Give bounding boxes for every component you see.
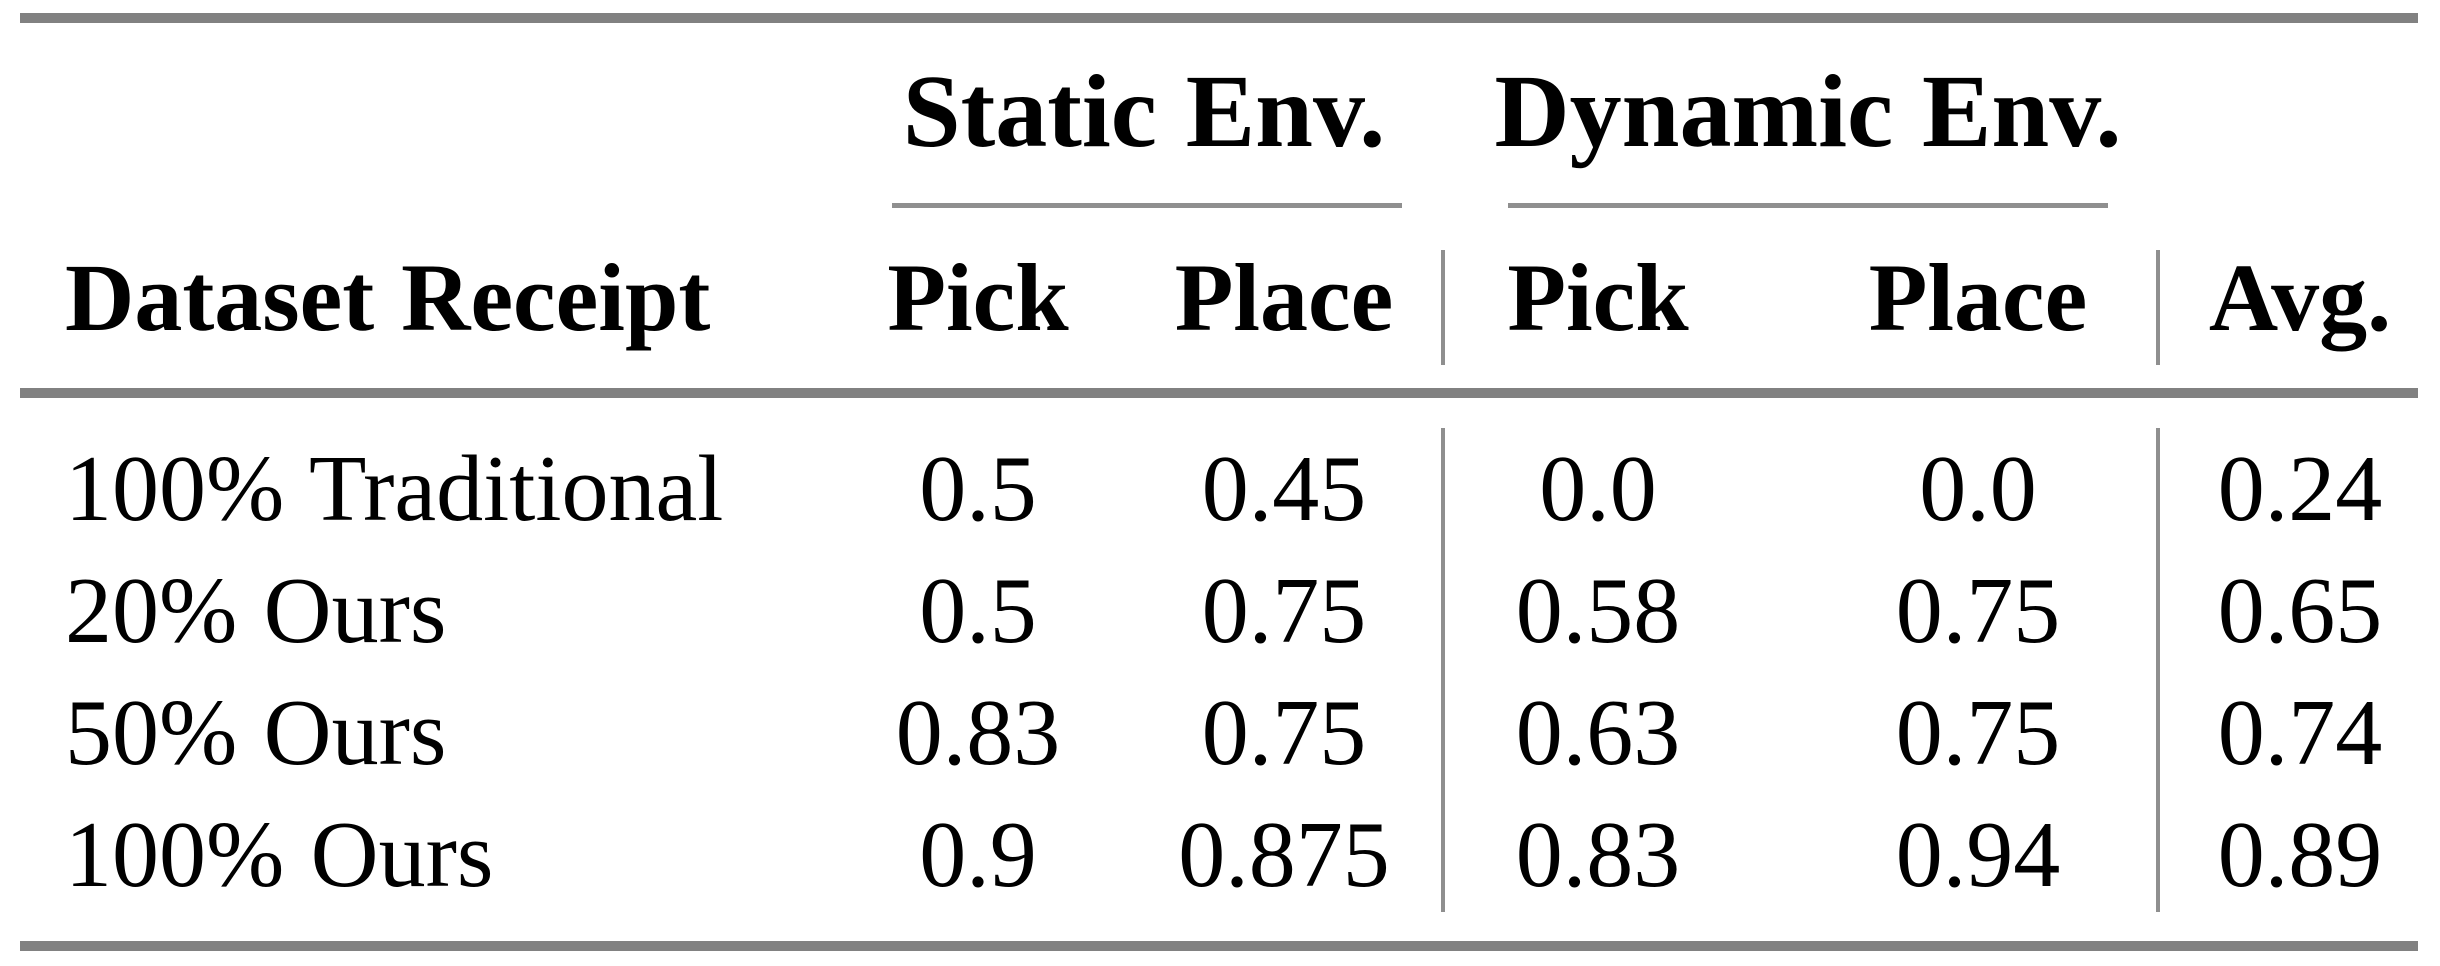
row-label-50-ours: 50% Ours — [65, 681, 447, 785]
column-header-dataset-receipt: Dataset Receipt — [65, 244, 711, 351]
row-label-100-ours: 100% Ours — [65, 803, 494, 907]
cell-r4-dynamic-place: 0.94 — [1895, 803, 2061, 907]
bottom-rule — [20, 941, 2418, 951]
cell-r1-static-pick: 0.5 — [919, 437, 1037, 541]
cell-r1-dynamic-pick: 0.0 — [1539, 437, 1657, 541]
cell-r2-dynamic-pick: 0.58 — [1515, 559, 1681, 663]
cell-r4-avg: 0.89 — [2217, 803, 2383, 907]
cell-r3-static-place: 0.75 — [1201, 681, 1367, 785]
column-header-static-place: Place — [1174, 244, 1394, 351]
cell-r2-avg: 0.65 — [2217, 559, 2383, 663]
vertical-separator-2-body — [2156, 428, 2160, 912]
cell-r4-static-pick: 0.9 — [919, 803, 1037, 907]
column-header-static-pick: Pick — [887, 244, 1069, 351]
static-env-cmidrule — [892, 203, 1402, 208]
column-header-avg: Avg. — [2208, 244, 2392, 351]
column-header-dynamic-pick: Pick — [1507, 244, 1689, 351]
group-header-dynamic-env: Dynamic Env. — [1494, 54, 2122, 169]
cell-r4-static-place: 0.875 — [1178, 803, 1390, 907]
cell-r1-static-place: 0.45 — [1201, 437, 1367, 541]
top-rule — [20, 13, 2418, 23]
cell-r3-dynamic-place: 0.75 — [1895, 681, 2061, 785]
cell-r2-static-pick: 0.5 — [919, 559, 1037, 663]
row-label-100-traditional: 100% Traditional — [65, 437, 724, 541]
cell-r4-dynamic-pick: 0.83 — [1515, 803, 1681, 907]
column-header-dynamic-place: Place — [1868, 244, 2088, 351]
group-header-static-env: Static Env. — [902, 54, 1386, 169]
cell-r3-avg: 0.74 — [2217, 681, 2383, 785]
row-label-20-ours: 20% Ours — [65, 559, 447, 663]
vertical-separator-1-body — [1441, 428, 1445, 912]
cell-r2-static-place: 0.75 — [1201, 559, 1367, 663]
vertical-separator-2-header — [2156, 250, 2160, 365]
header-rule — [20, 388, 2418, 398]
cell-r3-static-pick: 0.83 — [895, 681, 1061, 785]
cell-r2-dynamic-place: 0.75 — [1895, 559, 2061, 663]
vertical-separator-1-header — [1441, 250, 1445, 365]
cell-r1-avg: 0.24 — [2217, 437, 2383, 541]
cell-r3-dynamic-pick: 0.63 — [1515, 681, 1681, 785]
cell-r1-dynamic-place: 0.0 — [1919, 437, 2037, 541]
dynamic-env-cmidrule — [1508, 203, 2108, 208]
